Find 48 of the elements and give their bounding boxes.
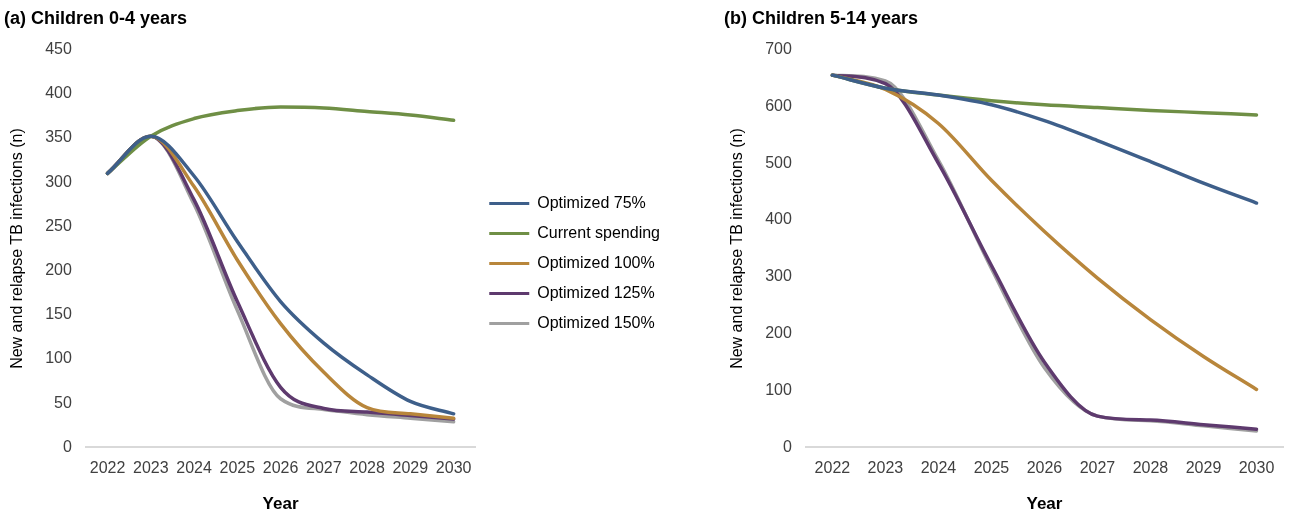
x-tick-label: 2029 xyxy=(1185,459,1222,477)
legend-label: Optimized 150% xyxy=(537,313,655,331)
y-tick-label: 50 xyxy=(54,393,72,411)
y-tick-label: 250 xyxy=(45,216,72,234)
y-tick-label: 400 xyxy=(765,210,792,228)
x-tick-label: 2023 xyxy=(867,459,904,477)
y-tick-label: 300 xyxy=(765,267,792,285)
y-axis-title: New and relapse TB infections (n) xyxy=(8,128,26,369)
x-tick-label: 2028 xyxy=(1132,459,1169,477)
x-axis-title: Year xyxy=(262,494,299,514)
x-tick-label: 2025 xyxy=(219,459,256,477)
x-tick-label: 2030 xyxy=(435,459,472,477)
x-tick-label: 2026 xyxy=(262,459,299,477)
x-tick-label: 2029 xyxy=(392,459,429,477)
chart-title: (a) Children 0-4 years xyxy=(4,7,188,28)
x-tick-label: 2028 xyxy=(349,459,385,477)
y-tick-label: 200 xyxy=(45,261,72,279)
line-series xyxy=(830,73,1259,205)
x-axis-title: Year xyxy=(1026,494,1063,514)
y-tick-label: 0 xyxy=(62,437,72,455)
x-tick-label: 2022 xyxy=(89,459,126,477)
y-tick-label: 200 xyxy=(765,324,792,342)
y-tick-label: 0 xyxy=(782,437,792,455)
y-tick-label: 350 xyxy=(45,128,72,146)
y-tick-label: 400 xyxy=(45,84,72,102)
legend-label: Optimized 75% xyxy=(537,193,646,211)
legend-label: Current spending xyxy=(537,223,661,241)
y-tick-label: 600 xyxy=(765,96,792,114)
legend-label: Optimized 100% xyxy=(537,253,655,271)
y-tick-label: 150 xyxy=(45,305,72,323)
chart-title: (b) Children 5-14 years xyxy=(724,7,919,28)
x-tick-label: 2027 xyxy=(306,459,342,477)
legend-label: Optimized 125% xyxy=(537,283,655,301)
x-tick-label: 2024 xyxy=(920,459,957,477)
x-tick-label: 2024 xyxy=(176,459,212,477)
y-tick-label: 300 xyxy=(45,172,72,190)
y-tick-label: 100 xyxy=(765,380,792,398)
y-tick-label: 500 xyxy=(765,153,792,171)
y-tick-label: 700 xyxy=(765,40,792,58)
x-tick-label: 2026 xyxy=(1026,459,1063,477)
x-tick-label: 2025 xyxy=(973,459,1010,477)
x-tick-label: 2022 xyxy=(814,459,851,477)
y-axis-title: New and relapse TB infections (n) xyxy=(728,128,746,369)
x-tick-label: 2027 xyxy=(1079,459,1116,477)
x-tick-label: 2030 xyxy=(1238,459,1275,477)
x-tick-label: 2023 xyxy=(132,459,169,477)
y-tick-label: 450 xyxy=(45,40,72,58)
y-tick-label: 100 xyxy=(45,349,72,367)
